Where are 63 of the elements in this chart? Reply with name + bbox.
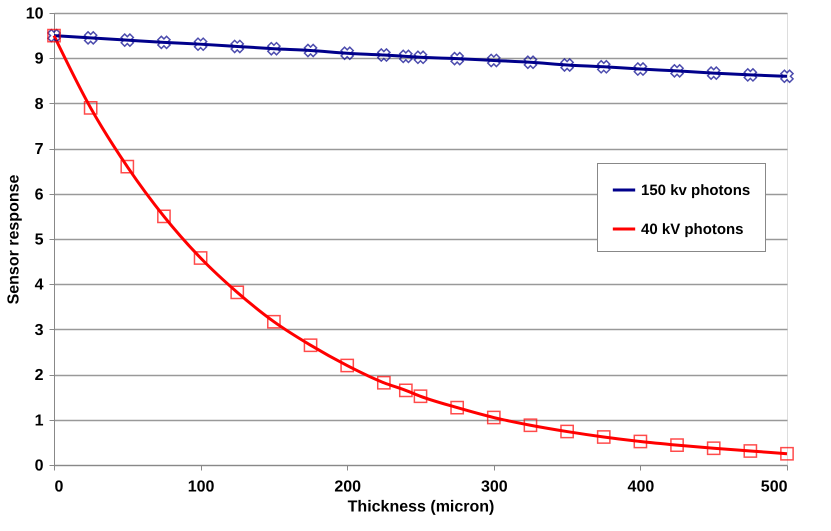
point [84, 31, 98, 45]
point [560, 58, 574, 72]
point [398, 384, 413, 398]
point [780, 446, 794, 461]
point [194, 37, 208, 51]
point [706, 66, 721, 80]
point [304, 44, 318, 58]
point [596, 60, 611, 74]
point [267, 42, 281, 56]
point [414, 50, 428, 64]
y-tick-label: 0 [34, 458, 44, 474]
y-tick-label: 2 [34, 367, 44, 384]
point [634, 434, 648, 448]
point [560, 424, 574, 438]
point [157, 36, 171, 50]
point [706, 441, 721, 456]
point [230, 40, 244, 54]
point [450, 52, 464, 66]
x-tick-label: 400 [628, 478, 654, 496]
point [120, 33, 134, 47]
x-tick-label: 200 [334, 478, 362, 496]
x-axis-title: Thickness (micron) [348, 498, 494, 516]
x-tick-label: 300 [480, 478, 508, 496]
y-tick-label: 6 [34, 186, 44, 204]
x-tick-label: 0 [54, 478, 64, 496]
point [376, 376, 391, 390]
point [670, 64, 684, 78]
point [120, 160, 134, 174]
y-tick-label: 4 [34, 276, 44, 294]
point [670, 438, 684, 452]
y-tick-label: 9 [34, 50, 44, 68]
point [450, 400, 464, 414]
point [780, 69, 794, 84]
point [304, 338, 318, 352]
point [524, 55, 538, 70]
point [267, 314, 281, 329]
point [157, 210, 171, 224]
point [230, 285, 244, 300]
point [414, 389, 428, 404]
legend-label: 40 kV photons [641, 221, 744, 238]
y-tick-label: 8 [34, 96, 44, 113]
y-tick-label: 3 [34, 322, 44, 339]
point [377, 48, 391, 62]
y-tick-label: 7 [34, 141, 44, 158]
point [486, 54, 501, 68]
x-tick-label: 500 [760, 478, 788, 496]
y-tick-label: 5 [34, 232, 44, 248]
legend-label: 150 kv photons [641, 182, 750, 199]
y-tick-label: 10 [26, 6, 44, 22]
point [340, 46, 354, 60]
point [399, 50, 413, 64]
point [744, 68, 758, 82]
point [743, 444, 758, 458]
x-tick-label: 100 [188, 478, 215, 496]
point [486, 410, 501, 424]
point [524, 418, 538, 432]
point [596, 430, 611, 444]
point [194, 251, 208, 265]
y-axis-title: Sensor response [6, 174, 23, 304]
point [634, 62, 648, 76]
point [340, 358, 354, 372]
y-tick-label: 1 [34, 412, 44, 430]
point [84, 101, 98, 115]
